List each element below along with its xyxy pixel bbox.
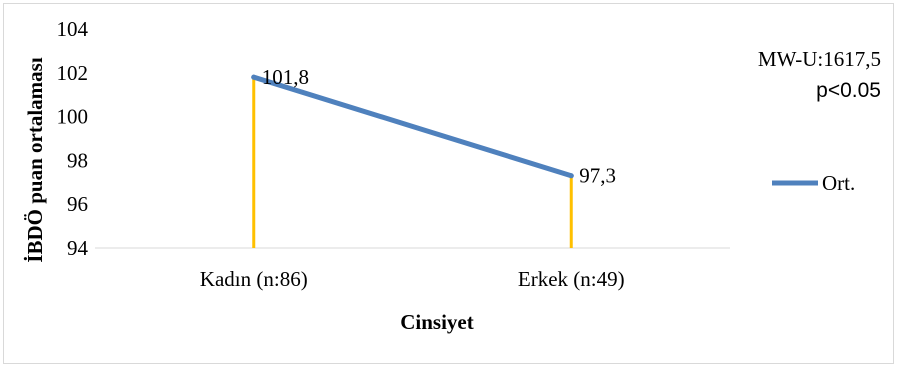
x-tick-label: Kadın (n:86) bbox=[200, 267, 308, 291]
y-tick-label: 98 bbox=[67, 148, 88, 172]
y-tick-label: 102 bbox=[57, 61, 89, 85]
y-tick-label: 104 bbox=[57, 17, 89, 41]
annotation-mw-u: MW-U:1617,5 bbox=[758, 47, 881, 71]
y-tick-label: 96 bbox=[67, 192, 88, 216]
data-point bbox=[568, 173, 574, 179]
chart-frame bbox=[3, 3, 894, 364]
legend-label-ort: Ort. bbox=[822, 171, 855, 195]
x-tick-label: Erkek (n:49) bbox=[518, 267, 625, 291]
x-axis-label: Cinsiyet bbox=[400, 310, 474, 334]
series-line-ort bbox=[251, 74, 574, 179]
y-axis-label: İBDÖ puan ortalaması bbox=[23, 57, 47, 263]
y-tick-label: 94 bbox=[67, 236, 89, 260]
y-tick-label: 100 bbox=[57, 105, 89, 129]
annotation-p-value: p<0.05 bbox=[816, 79, 881, 102]
data-point bbox=[251, 74, 257, 80]
legend: Ort. bbox=[772, 171, 855, 195]
data-label: 97,3 bbox=[579, 164, 616, 188]
data-label: 101,8 bbox=[262, 65, 309, 89]
